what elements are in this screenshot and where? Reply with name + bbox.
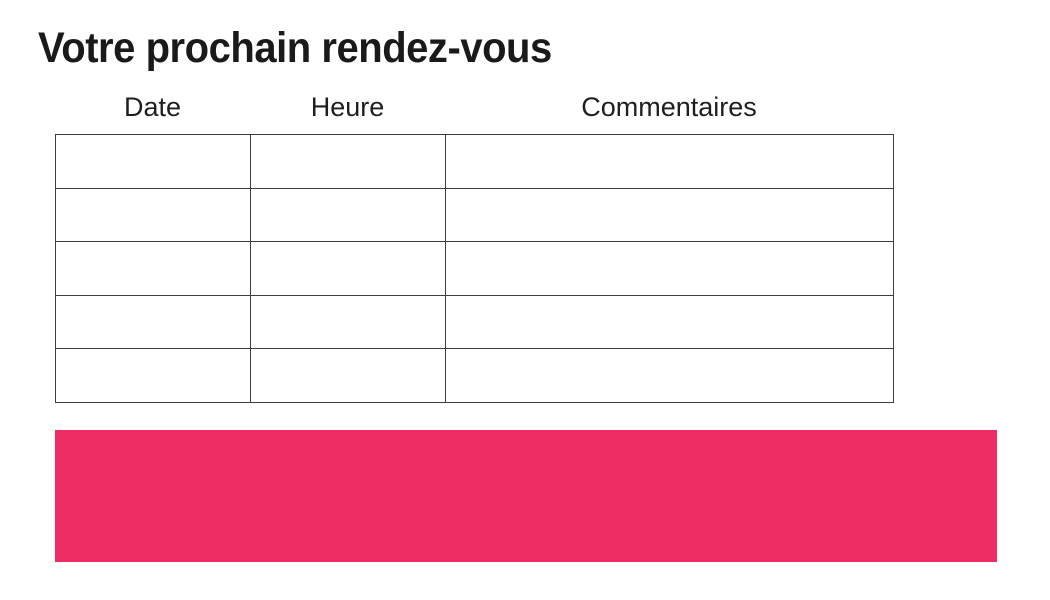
table-cell-commentaires [445, 134, 894, 189]
table-cell-heure [250, 294, 446, 349]
table-cell-heure [250, 241, 446, 296]
page-title: Votre prochain rendez-vous [38, 24, 552, 72]
table-cell-date [55, 187, 251, 242]
table-row [55, 187, 894, 242]
table-cell-commentaires [445, 241, 894, 296]
appointments-table [55, 134, 894, 403]
table-column-headers: Date Heure Commentaires [55, 90, 893, 124]
column-header-date: Date [123, 92, 182, 122]
table-cell-date [55, 294, 251, 349]
table-row [55, 348, 894, 403]
table-cell-commentaires [445, 348, 894, 403]
table-cell-heure [250, 187, 446, 242]
table-cell-commentaires [445, 294, 894, 349]
table-row [55, 294, 894, 349]
table-cell-date [55, 241, 251, 296]
pink-banner [55, 430, 997, 562]
table-cell-commentaires [445, 187, 894, 242]
column-header-heure: Heure [310, 92, 385, 122]
column-header-commentaires: Commentaires [581, 92, 757, 122]
table-cell-date [55, 348, 251, 403]
table-row [55, 241, 894, 296]
table-cell-heure [250, 348, 446, 403]
table-cell-heure [250, 134, 446, 189]
table-cell-date [55, 134, 251, 189]
table-row [55, 134, 894, 189]
